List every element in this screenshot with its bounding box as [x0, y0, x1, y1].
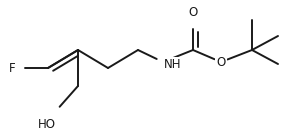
- Text: NH: NH: [164, 59, 181, 71]
- Text: O: O: [216, 55, 226, 68]
- Text: HO: HO: [38, 118, 56, 131]
- Text: O: O: [188, 6, 198, 19]
- Text: F: F: [10, 62, 16, 75]
